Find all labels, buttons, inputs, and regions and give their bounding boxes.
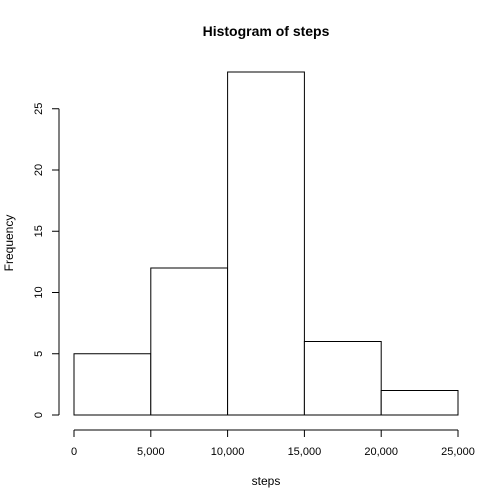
histogram-bar — [150, 267, 229, 416]
y-axis: 0 5 10 15 20 25 — [33, 103, 60, 418]
y-tick-label: 15 — [33, 225, 45, 237]
y-tick-label: 5 — [33, 351, 45, 357]
y-tick-label: 20 — [33, 164, 45, 176]
x-tick-label: 25,000 — [441, 446, 475, 458]
x-tick-label: 10,000 — [211, 446, 245, 458]
x-tick-label: 5,000 — [137, 446, 165, 458]
y-tick-label: 10 — [33, 286, 45, 298]
y-axis-label: Frequency — [2, 215, 16, 272]
y-tick-label: 25 — [33, 103, 45, 115]
x-axis-label: steps — [252, 474, 281, 488]
histogram-bar — [227, 71, 305, 416]
x-axis: 0 5,000 10,000 15,000 20,000 25,000 — [71, 429, 475, 458]
x-tick-label: 0 — [71, 446, 77, 458]
histogram-bar — [303, 341, 382, 416]
histogram-bar — [73, 353, 152, 416]
bars-group — [73, 71, 459, 416]
y-tick-label: 0 — [33, 412, 45, 418]
x-tick-label: 20,000 — [364, 446, 398, 458]
chart-title: Histogram of steps — [203, 23, 330, 39]
x-tick-label: 15,000 — [288, 446, 322, 458]
histogram-bar — [380, 390, 459, 416]
